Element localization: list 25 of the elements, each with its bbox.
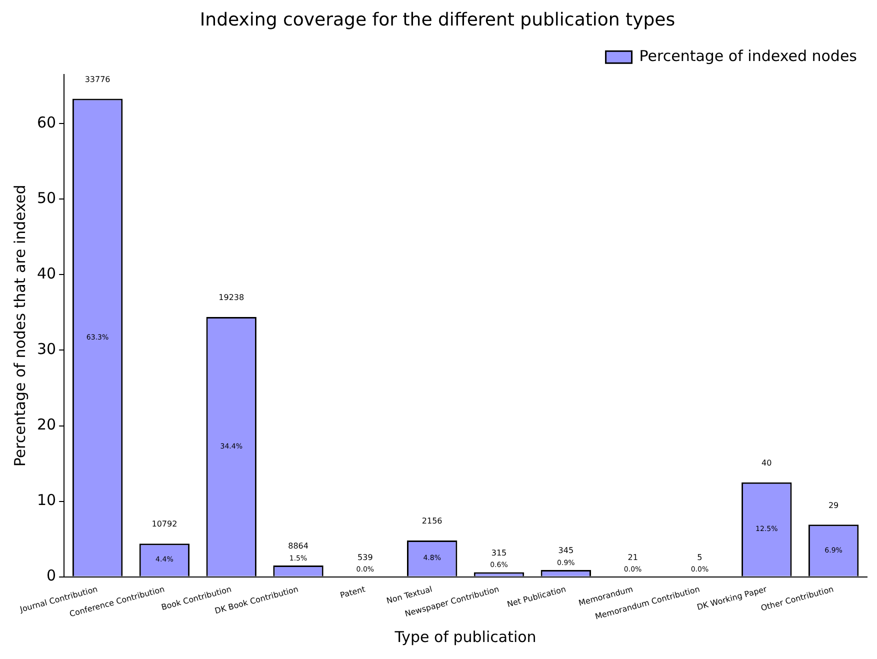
y-tick-label: 10 (36, 491, 56, 510)
annotation: 345 (558, 546, 574, 556)
y-tick-label: 20 (36, 416, 56, 434)
y-tick-label: 40 (36, 264, 56, 283)
annotation: 19238 (218, 293, 244, 302)
annotation: 10792 (152, 520, 178, 529)
chart-title: Indexing coverage for the different publication types (200, 9, 676, 30)
x-tick-label: Non Textual (386, 584, 434, 606)
y-axis-title: Percentage of nodes that are indexed (10, 184, 29, 467)
annotation: 8864 (288, 542, 308, 551)
y-tick-label: 60 (36, 114, 56, 132)
x-tick-label: Patent (339, 584, 366, 600)
annotation: 21 (628, 552, 638, 562)
y-tick-label: 30 (36, 340, 56, 358)
y-tick-label: 50 (36, 189, 56, 208)
annotation: 40 (762, 458, 772, 468)
y-tick-label: 0 (46, 566, 56, 585)
annotation: 2156 (422, 516, 442, 526)
annotation: 539 (358, 552, 373, 562)
annotation: 5 (697, 552, 702, 562)
annotation: 315 (491, 548, 507, 558)
annotation: 29 (828, 500, 839, 510)
x-axis-title: Type of publication (394, 628, 536, 646)
annotation: 33776 (84, 74, 110, 84)
legend-label: Percentage of indexed nodes (639, 46, 858, 65)
